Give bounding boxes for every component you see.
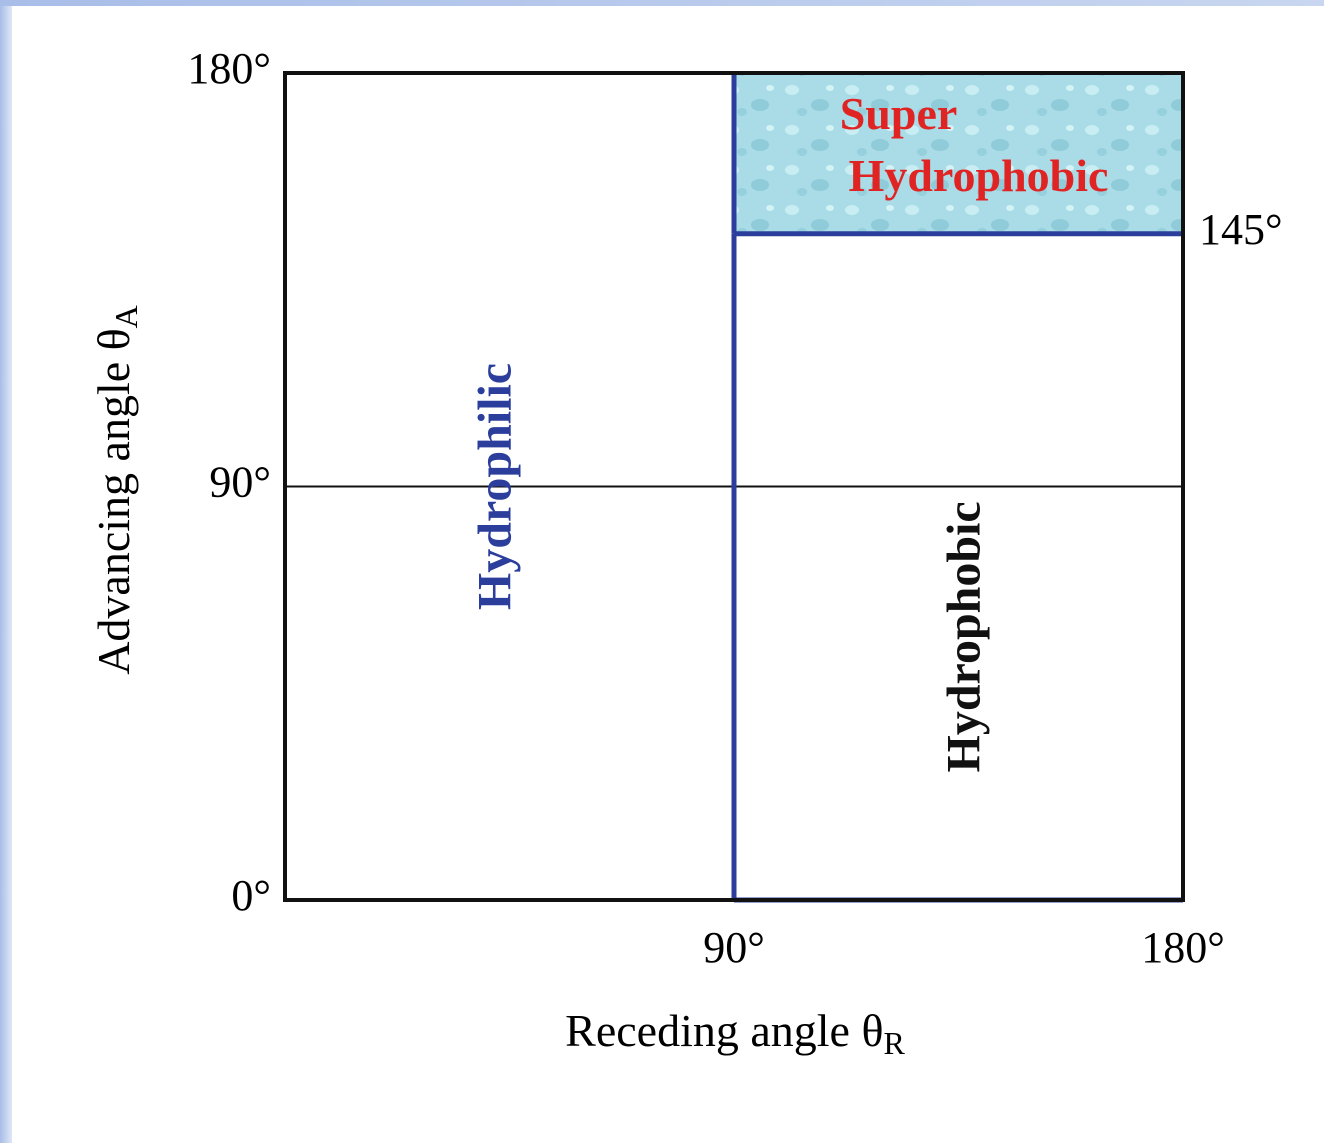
top-strip: [0, 0, 1324, 6]
region-label: Super: [840, 88, 958, 139]
y-axis-label-sub: A: [108, 305, 144, 328]
y-tick-label: 180°: [187, 44, 271, 93]
plot-frame: [283, 71, 1185, 902]
region-label: Hydrophilic: [469, 363, 522, 610]
x-axis-label-text: Receding angle θ: [565, 1005, 883, 1056]
region-label: Hydrophobic: [849, 150, 1109, 201]
region-fill: [734, 73, 1183, 234]
y2-tick-label: 145°: [1199, 205, 1283, 254]
x-tick-label: 180°: [1141, 923, 1225, 972]
y-tick-label: 90°: [209, 458, 271, 507]
x-axis-label: Receding angle θR: [565, 1005, 905, 1062]
x-tick-label: 90°: [703, 923, 765, 972]
y-tick-label: 0°: [231, 871, 271, 920]
y-axis-label: Advancing angle θA: [88, 305, 145, 675]
x-axis-label-sub: R: [884, 1025, 906, 1061]
region-label: Hydrophobic: [938, 501, 991, 772]
y-axis-label-text: Advancing angle θ: [88, 328, 139, 674]
